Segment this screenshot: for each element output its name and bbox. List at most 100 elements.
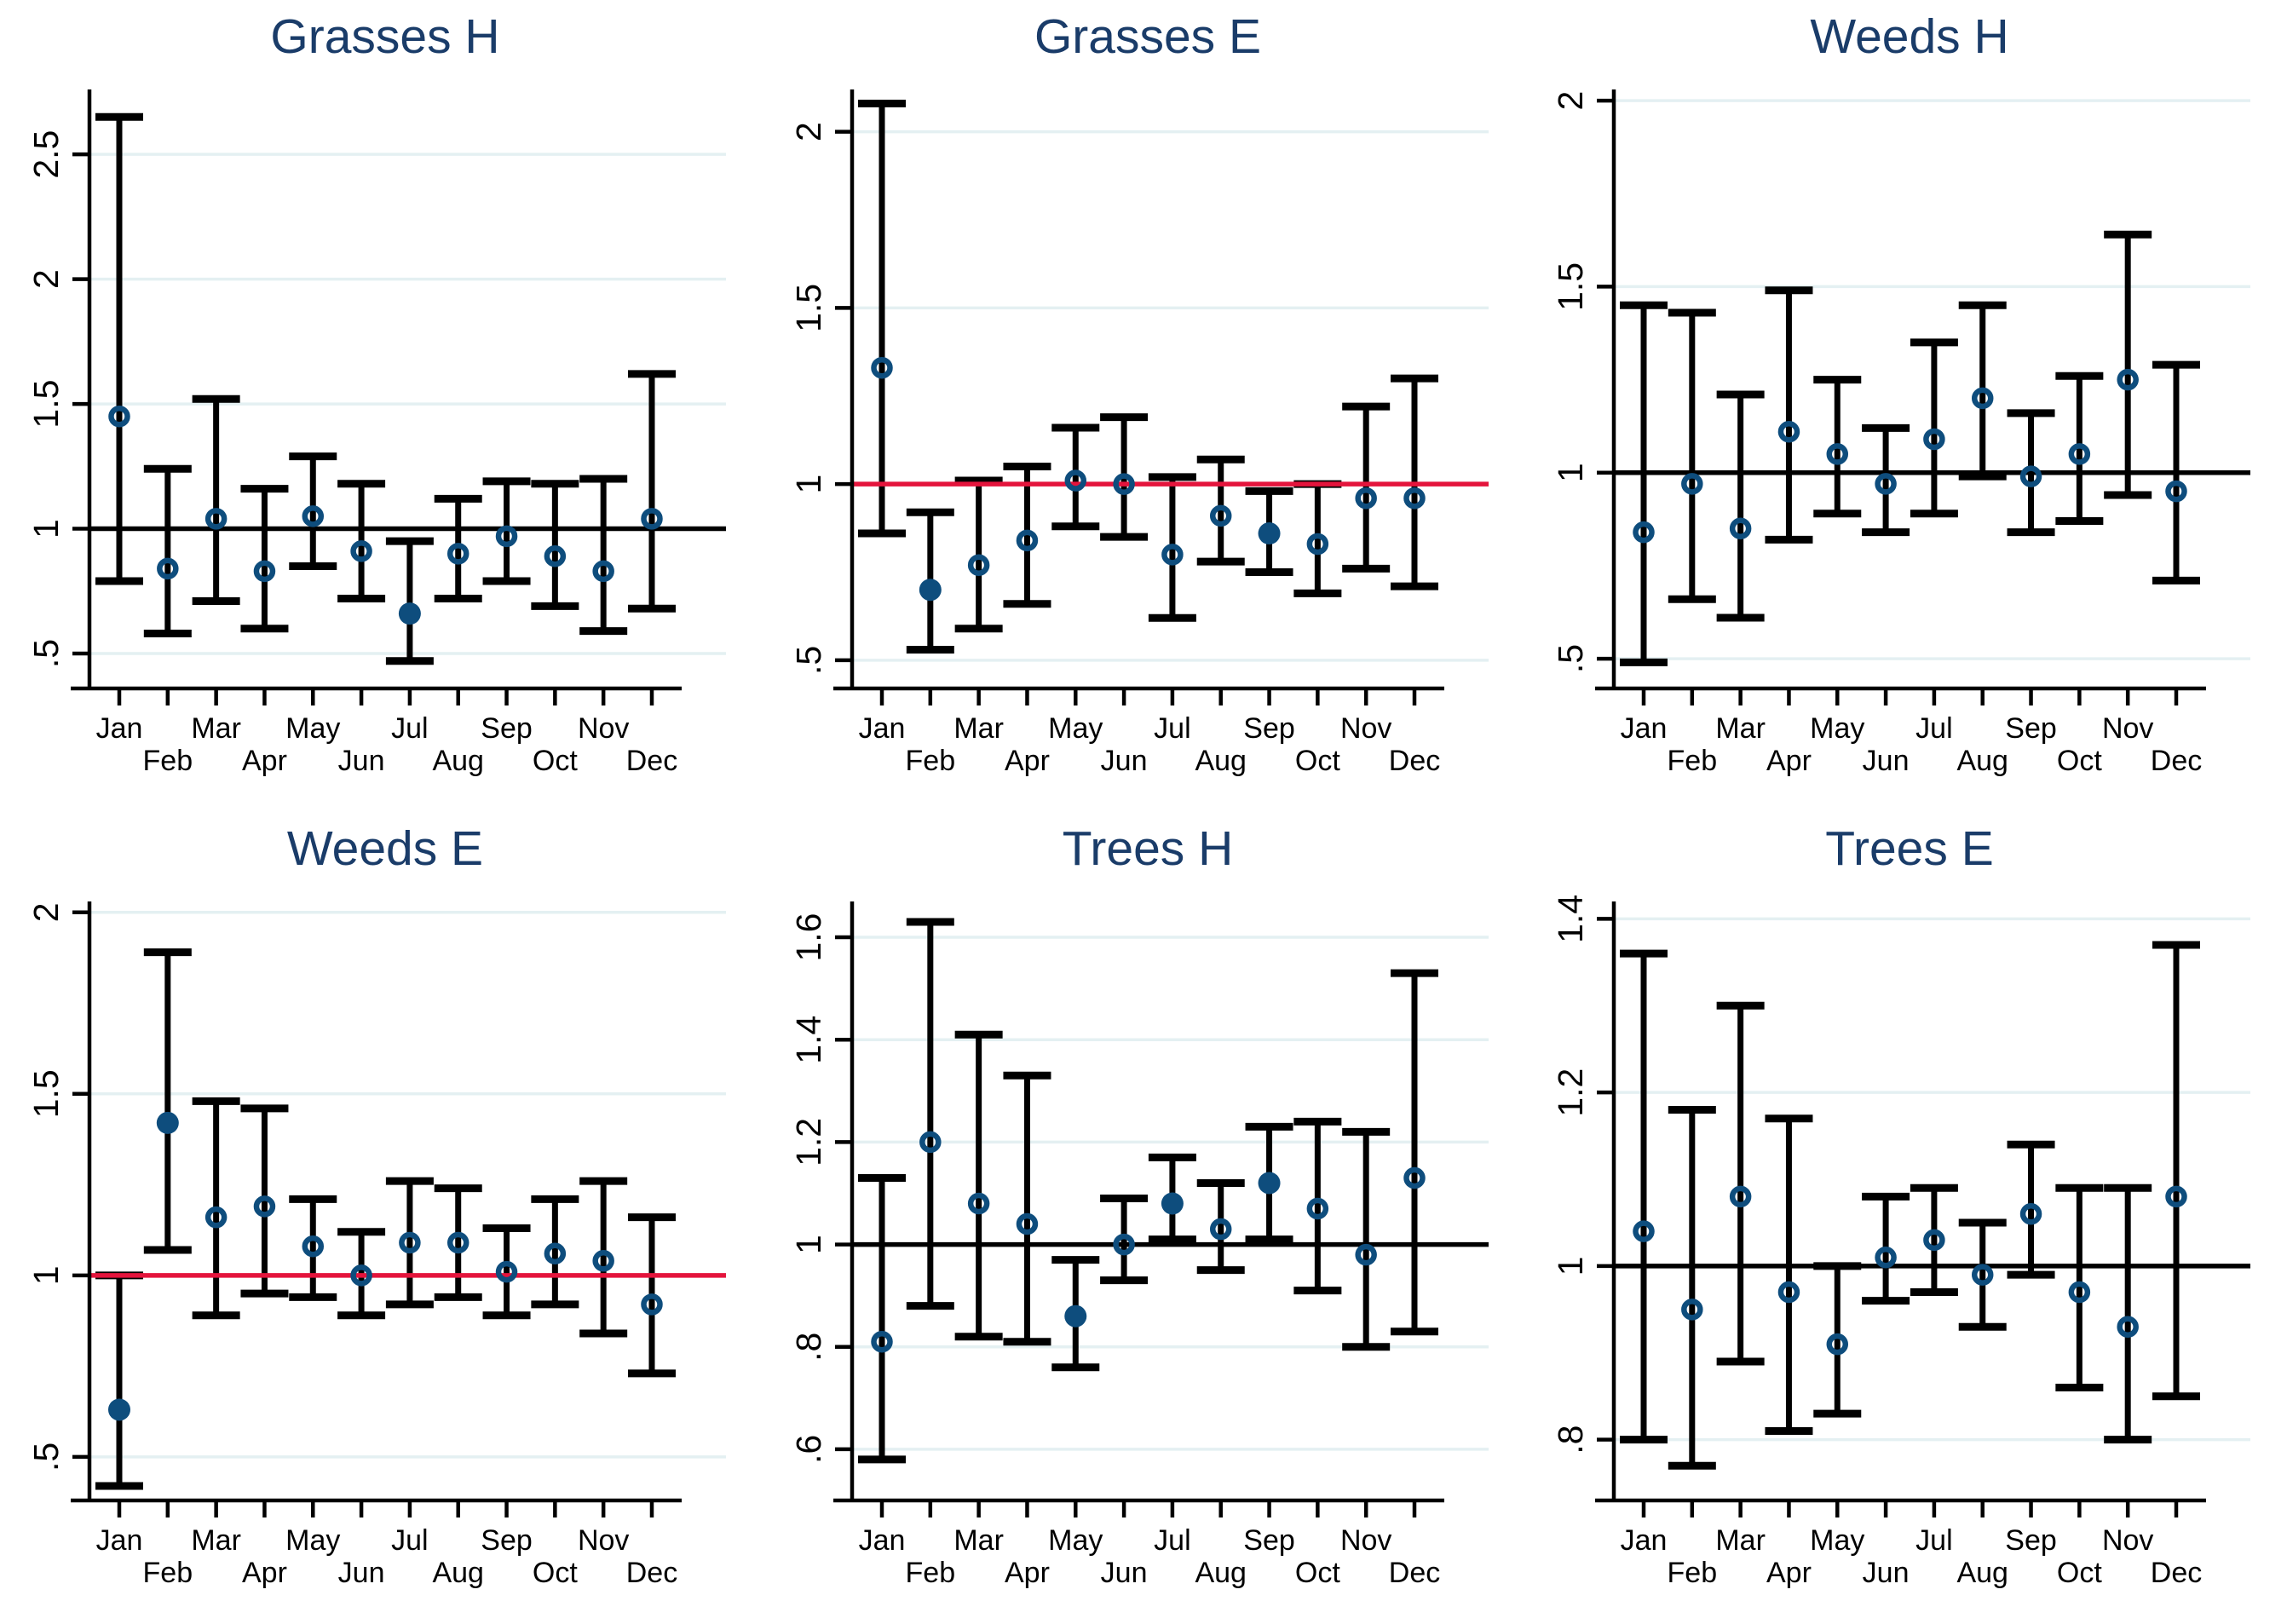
y-tick-label: 1.5 — [1551, 262, 1590, 311]
x-tick-label-dec: Dec — [2151, 1557, 2202, 1589]
error-bars — [95, 948, 676, 1490]
error-bars — [1620, 941, 2201, 1470]
data-markers — [1633, 1185, 2188, 1356]
marker-filled-feb — [156, 1111, 179, 1134]
y-tick-label: 1 — [1551, 463, 1590, 482]
y-gridlines — [853, 936, 1489, 1451]
error-bar-may — [289, 452, 337, 570]
marker-filled-jul — [398, 602, 421, 625]
marker-hollow-nov — [1355, 1243, 1377, 1266]
data-markers — [870, 356, 1426, 602]
marker-hollow-may — [1064, 469, 1086, 492]
error-bar-may — [1051, 423, 1099, 531]
x-tick-label-dec: Dec — [626, 1557, 677, 1589]
y-tick-label: .8 — [788, 1333, 827, 1362]
error-bar-oct — [1293, 1117, 1342, 1295]
error-bar-nov — [2104, 230, 2152, 499]
marker-hollow-aug — [1972, 1264, 1994, 1286]
x-tick-label-sep: Sep — [2006, 1524, 2058, 1557]
error-bar-oct — [531, 480, 579, 610]
error-bar-feb — [143, 464, 192, 638]
panel-grasses-e: Grasses E 2 1.5 1.5 Jan Feb Mar Apr May Jun Jul Au… — [763, 0, 1525, 812]
x-tick-label-feb: Feb — [143, 1557, 193, 1589]
marker-hollow-aug — [446, 543, 469, 565]
error-bar-feb — [1668, 1106, 1717, 1470]
marker-hollow-nov — [592, 1250, 614, 1272]
x-tick-label-mar: Mar — [1716, 1524, 1766, 1557]
x-tick-label-may: May — [1048, 712, 1103, 745]
error-bar-jan — [95, 112, 143, 585]
error-bars — [857, 918, 1438, 1464]
error-bar-dec — [1390, 969, 1438, 1336]
marker-hollow-jan — [1633, 1220, 1656, 1242]
error-bar-apr — [240, 485, 289, 633]
marker-hollow-jun — [1875, 473, 1898, 495]
x-tick-label-feb: Feb — [905, 745, 955, 777]
x-tick-label-nov: Nov — [578, 712, 629, 745]
error-bar-may — [1813, 1262, 1862, 1418]
y-tick-label: 1 — [26, 519, 66, 538]
error-bar-aug — [434, 494, 482, 603]
marker-hollow-jun — [350, 1264, 372, 1287]
marker-hollow-apr — [1016, 529, 1038, 552]
axes: 21.51.5JanFebMarAprMayJunJulAugSepOctNov… — [26, 901, 682, 1589]
error-bar-feb — [906, 918, 954, 1310]
x-tick-label-sep: Sep — [481, 1524, 532, 1557]
error-bar-jan — [857, 1173, 906, 1464]
marker-hollow-mar — [1730, 517, 1752, 539]
x-tick-label-feb: Feb — [905, 1557, 955, 1589]
x-tick-label-apr: Apr — [1766, 745, 1812, 777]
axes: 2.521.51.5JanFebMarAprMayJunJulAugSepOct… — [26, 89, 682, 777]
error-bar-jan — [1620, 301, 1668, 666]
marker-hollow-aug — [1209, 1218, 1232, 1241]
error-bar-mar — [1716, 1001, 1765, 1366]
x-tick-label-apr: Apr — [1005, 1557, 1050, 1589]
marker-hollow-jan — [108, 405, 130, 428]
error-bar-apr — [1003, 1071, 1051, 1346]
x-tick-label-oct: Oct — [533, 745, 578, 777]
x-tick-label-dec: Dec — [1388, 745, 1439, 777]
error-bar-aug — [1196, 1178, 1245, 1275]
marker-filled-sep — [1258, 1172, 1281, 1195]
chart-grasses-h: Grasses H 2.521.51.5JanFebMarAprMayJunJu… — [26, 9, 726, 777]
marker-hollow-mar — [205, 1206, 228, 1229]
chart-title: Weeds H — [1811, 9, 2009, 64]
marker-hollow-sep — [2020, 465, 2042, 487]
y-tick-label: 1 — [26, 1265, 66, 1285]
x-tick-label-aug: Aug — [432, 745, 483, 777]
x-tick-label-oct: Oct — [1295, 1557, 1340, 1589]
x-tick-label-oct: Oct — [2057, 1557, 2102, 1589]
error-bar-oct — [531, 1195, 579, 1309]
error-bar-oct — [1293, 480, 1342, 597]
x-tick-label-nov: Nov — [2102, 712, 2153, 745]
y-tick-label: 1 — [788, 1235, 827, 1254]
marker-hollow-jun — [1112, 473, 1135, 495]
x-tick-label-jul: Jul — [391, 1524, 428, 1557]
y-tick-label: 1.2 — [788, 1118, 827, 1166]
marker-hollow-jul — [399, 1231, 421, 1254]
chart-weeds-e: Weeds E 21.51.5JanFebMarAprMayJunJulAugS… — [26, 821, 726, 1589]
error-bar-jul — [1910, 338, 1959, 518]
x-tick-label-apr: Apr — [242, 1557, 287, 1589]
y-tick-label: 1 — [788, 475, 827, 494]
error-bar-oct — [2055, 1183, 2104, 1392]
x-tick-label-may: May — [1810, 712, 1864, 745]
x-tick-label-mar: Mar — [191, 1524, 241, 1557]
error-bar-dec — [627, 370, 676, 613]
x-tick-label-jun: Jun — [1863, 1557, 1910, 1589]
marker-hollow-oct — [544, 545, 567, 567]
x-tick-label-oct: Oct — [2057, 745, 2102, 777]
marker-hollow-apr — [1778, 420, 1800, 443]
x-tick-label-jan: Jan — [96, 1524, 143, 1557]
y-tick-label: 2 — [1551, 91, 1590, 111]
marker-hollow-jun — [350, 540, 372, 562]
y-tick-label: 2 — [26, 269, 66, 289]
x-tick-label-mar: Mar — [1716, 712, 1766, 745]
error-bar-jan — [95, 1271, 143, 1490]
x-tick-label-aug: Aug — [1957, 745, 2009, 777]
y-tick-label: .5 — [1551, 644, 1590, 673]
marker-hollow-apr — [1016, 1212, 1038, 1235]
panel-weeds-e: Weeds E 2 1.5 1.5 Jan Feb Mar Apr May Jun Jul Aug S… — [0, 812, 763, 1624]
marker-hollow-mar — [967, 554, 990, 577]
marker-hollow-dec — [641, 508, 663, 530]
